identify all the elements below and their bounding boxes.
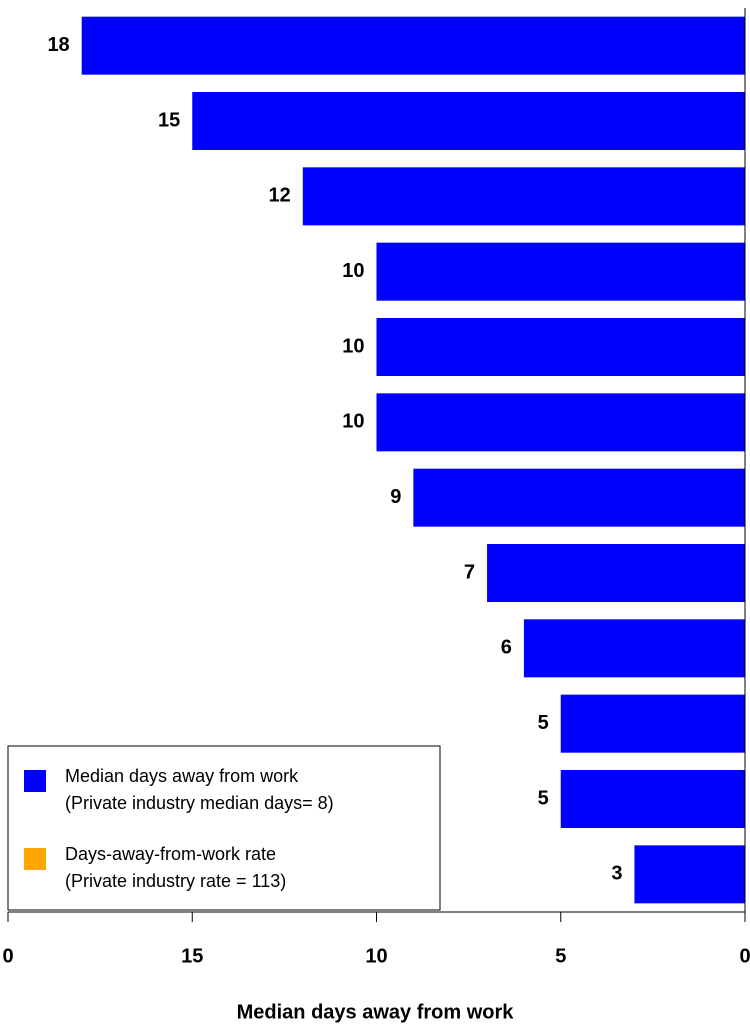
x-tick-label: 5 — [555, 945, 566, 967]
value-label: 10 — [342, 411, 364, 433]
value-label: 12 — [269, 185, 291, 207]
legend-text: (Private industry rate = 113) — [65, 871, 286, 891]
value-label: 10 — [342, 335, 364, 357]
x-tick-label: 10 — [365, 945, 387, 967]
x-tick-label: 0 — [2, 945, 13, 967]
value-label: 10 — [342, 260, 364, 282]
value-label: 5 — [538, 712, 549, 734]
bar — [560, 694, 745, 753]
value-label: 5 — [538, 787, 549, 809]
legend-text: Median days away from work — [65, 766, 299, 786]
bar — [192, 91, 745, 151]
x-tick-label: 15 — [181, 945, 203, 967]
value-label: 9 — [390, 486, 401, 508]
value-label: 7 — [464, 561, 475, 583]
bar — [376, 242, 745, 301]
value-label: 3 — [611, 863, 622, 885]
legend-box — [7, 745, 441, 911]
value-label: 6 — [501, 637, 512, 659]
bar — [523, 619, 745, 678]
bar — [413, 468, 745, 527]
bar — [560, 769, 745, 829]
value-label: 18 — [47, 34, 69, 56]
bar — [302, 167, 745, 226]
legend-text: Days-away-from-work rate — [65, 844, 276, 864]
bar — [376, 317, 745, 377]
bar — [487, 543, 745, 603]
legend-swatch — [24, 848, 46, 870]
bar — [376, 393, 745, 452]
value-label: 15 — [158, 109, 180, 131]
bar — [634, 845, 745, 904]
x-tick-label: 0 — [739, 945, 750, 967]
bar — [81, 16, 745, 75]
x-axis-title: Median days away from work — [237, 1001, 515, 1023]
legend-swatch — [24, 770, 46, 792]
legend-text: (Private industry median days= 8) — [65, 793, 334, 813]
